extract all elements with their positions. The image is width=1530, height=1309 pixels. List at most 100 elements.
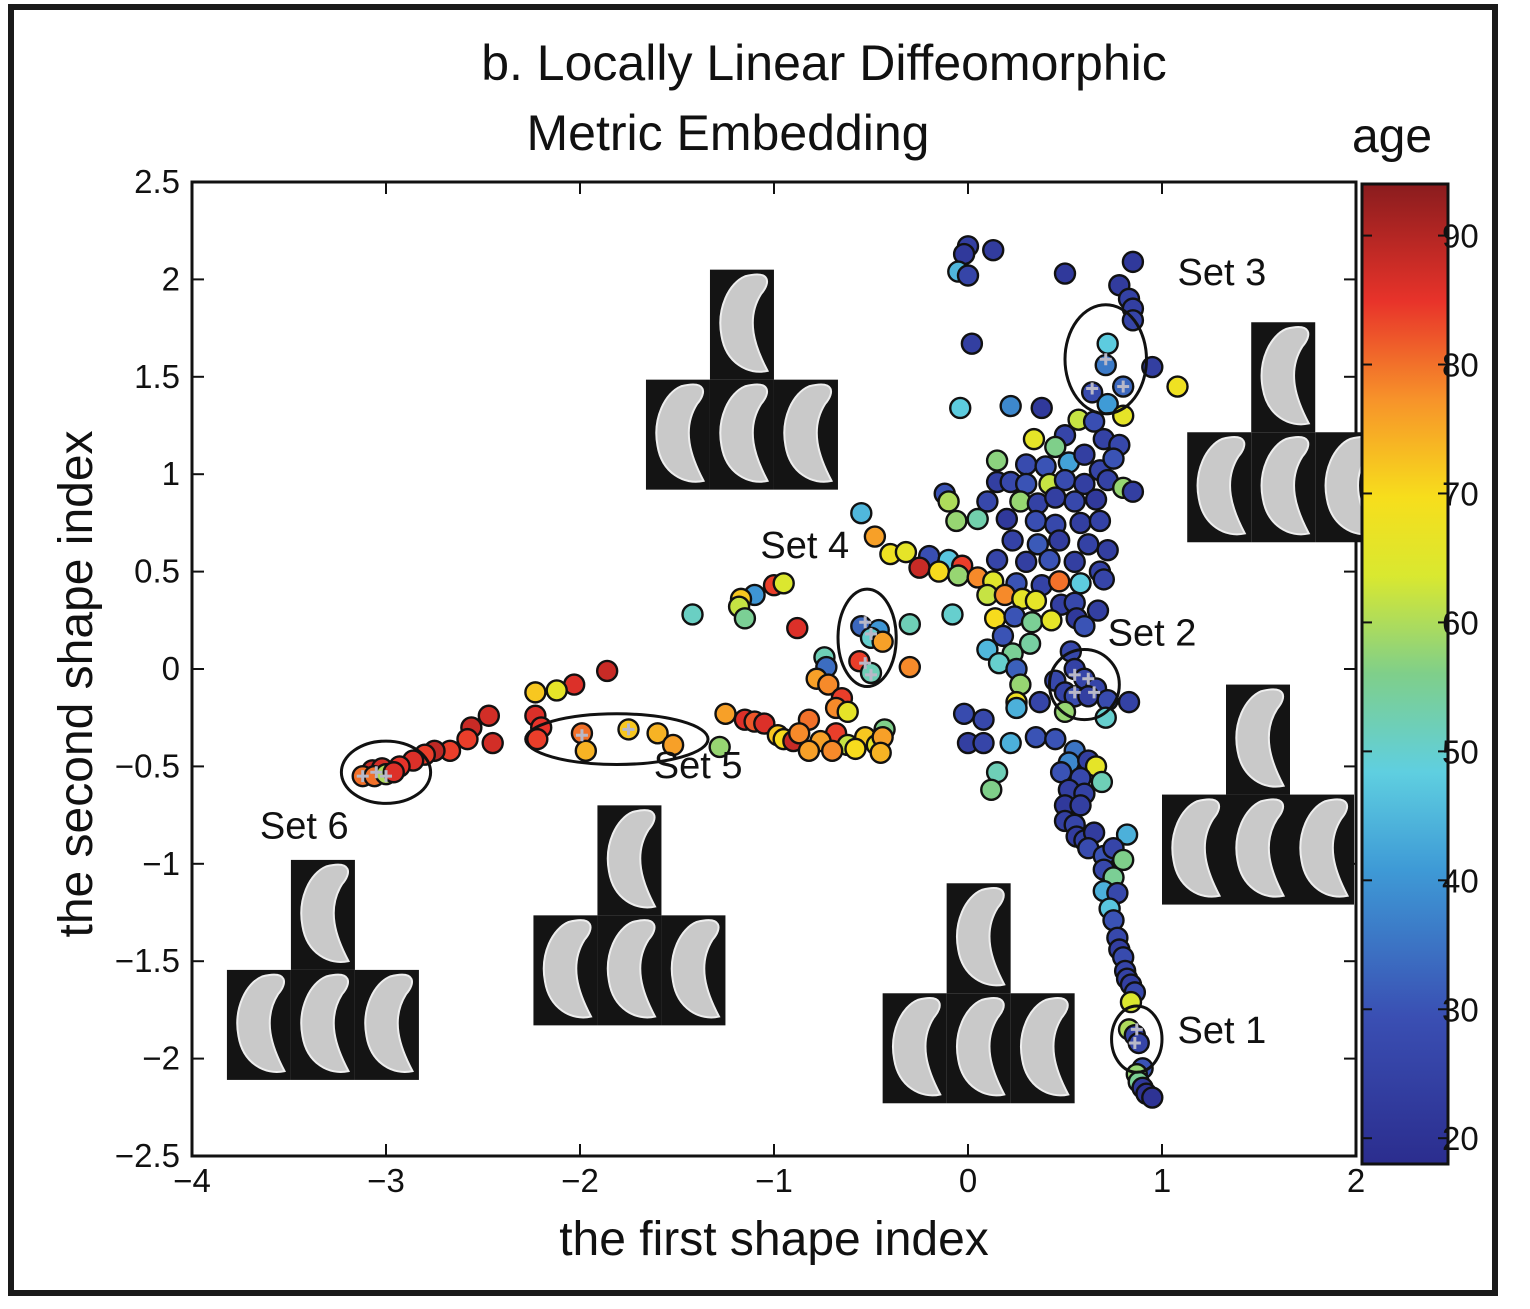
data-point <box>982 238 1005 262</box>
y-tick-label: −2 <box>142 1040 180 1077</box>
marked-point <box>1068 686 1081 699</box>
colorbar-gradient <box>1360 182 1450 1166</box>
data-point <box>1047 529 1071 552</box>
data-point <box>1044 486 1067 509</box>
thumbs-set-3 <box>1187 322 1380 543</box>
data-point <box>646 722 669 745</box>
data-point <box>947 564 970 587</box>
chart-title-line2: Metric Embedding <box>527 105 930 161</box>
thumbs-set-5 <box>533 805 726 1026</box>
y-tick-label: −1.5 <box>115 942 180 979</box>
data-point <box>733 607 757 630</box>
data-point <box>817 673 840 696</box>
data-point <box>956 264 980 287</box>
x-tick-label: −2 <box>561 1162 599 1199</box>
marked-point <box>1099 353 1112 366</box>
marked-point <box>1068 668 1081 681</box>
set-3-ellipse <box>1063 303 1148 416</box>
marked-point <box>575 729 588 742</box>
set-label: Set 6 <box>260 805 349 847</box>
x-tick-label: −3 <box>367 1162 405 1199</box>
axis-ticks: −4 −3 −2 −1 0 1 2 2.5 2 1.5 1 0.5 0 −0.5 −1 −1.5 −2 −2.5 <box>115 163 1365 1199</box>
x-tick-label: −1 <box>755 1162 793 1199</box>
set-label: Set 5 <box>654 745 743 787</box>
marked-point <box>380 770 392 783</box>
marked-point <box>865 668 877 681</box>
data-point <box>927 560 951 583</box>
colorbar-ticks: 90 80 70 60 50 40 30 20 <box>1362 218 1479 1157</box>
hippocampus-shape <box>956 997 1006 1097</box>
figure-frame: b. Locally Linear Diffeomorphic Metric E… <box>8 4 1498 1296</box>
thumbs-set-1 <box>882 883 1075 1104</box>
data-point <box>985 548 1009 572</box>
data-point <box>1121 480 1145 503</box>
data-point <box>524 681 547 704</box>
hippocampus-shape <box>670 919 721 1019</box>
data-point <box>1086 599 1110 622</box>
set-labels: Set 1 Set 2 Set 3 Set 4 Set 5 Set 6 <box>260 252 1266 1052</box>
chart-title-line1: b. Locally Linear Diffeomorphic <box>481 35 1167 91</box>
data-point <box>937 490 960 513</box>
data-point <box>1063 490 1086 513</box>
marked-point <box>356 770 369 783</box>
data-point <box>1040 609 1063 632</box>
y-tick-label: 2 <box>162 260 180 297</box>
x-tick-label: 0 <box>959 1162 977 1199</box>
data-point <box>1063 550 1086 574</box>
thumbs-set-4 <box>645 269 838 490</box>
data-point <box>1073 472 1096 496</box>
hippocampus-shape <box>1299 798 1350 898</box>
thumbs-set-2 <box>1162 684 1354 905</box>
marked-point <box>1088 686 1101 699</box>
marked-point <box>622 723 635 736</box>
data-point <box>1001 529 1024 552</box>
data-point <box>681 603 704 626</box>
set-5-ellipse <box>524 712 710 766</box>
data-point <box>1030 396 1053 420</box>
hippocampus-shape <box>719 273 770 373</box>
hippocampus-shape <box>606 919 657 1019</box>
data-point <box>1047 570 1071 593</box>
y-tick-label: 0 <box>162 650 180 687</box>
x-tick-label: 1 <box>1153 1162 1171 1199</box>
data-point <box>1077 533 1100 556</box>
colorbar-tick-label: 20 <box>1442 1120 1479 1157</box>
set-1-ellipse <box>1110 1004 1164 1074</box>
marked-point <box>1117 380 1130 393</box>
marked-point <box>865 627 877 640</box>
y-tick-label: 0.5 <box>134 553 180 590</box>
colorbar-tick-label: 90 <box>1442 218 1479 255</box>
data-point <box>863 525 887 548</box>
marked-point <box>1128 1037 1141 1050</box>
colorbar-tick-label: 40 <box>1442 862 1479 899</box>
set-4-ellipse <box>836 587 898 689</box>
hippocampus-shape <box>1196 436 1247 536</box>
data-point <box>1092 568 1116 591</box>
marked-point <box>1130 1023 1143 1036</box>
data-point <box>976 490 999 513</box>
data-point <box>1096 538 1119 562</box>
set-6-ellipse <box>339 739 433 805</box>
data-point <box>772 572 795 595</box>
data-point <box>1121 250 1145 274</box>
data-point <box>1038 548 1061 572</box>
y-tick-label: −2.5 <box>115 1137 180 1174</box>
colorbar: age 90 80 70 60 50 40 30 20 <box>1352 110 1479 1166</box>
data-point <box>1084 488 1108 511</box>
data-point <box>545 679 568 702</box>
x-tick-label: −4 <box>173 1162 211 1199</box>
data-point <box>898 655 921 679</box>
data-point <box>871 630 894 653</box>
hippocampus-shape <box>300 863 351 963</box>
hippocampus-shape <box>236 973 287 1073</box>
data-point <box>999 731 1022 755</box>
data-point <box>945 509 968 533</box>
data-point <box>949 396 972 420</box>
data-point <box>1115 823 1139 846</box>
data-point <box>995 507 1018 531</box>
scatter-chart: b. Locally Linear Diffeomorphic Metric E… <box>50 35 1479 1266</box>
data-point <box>708 735 731 759</box>
y-tick-label: −0.5 <box>115 747 180 784</box>
data-point <box>1024 725 1048 749</box>
y-axis-label: the second shape index <box>50 430 103 937</box>
